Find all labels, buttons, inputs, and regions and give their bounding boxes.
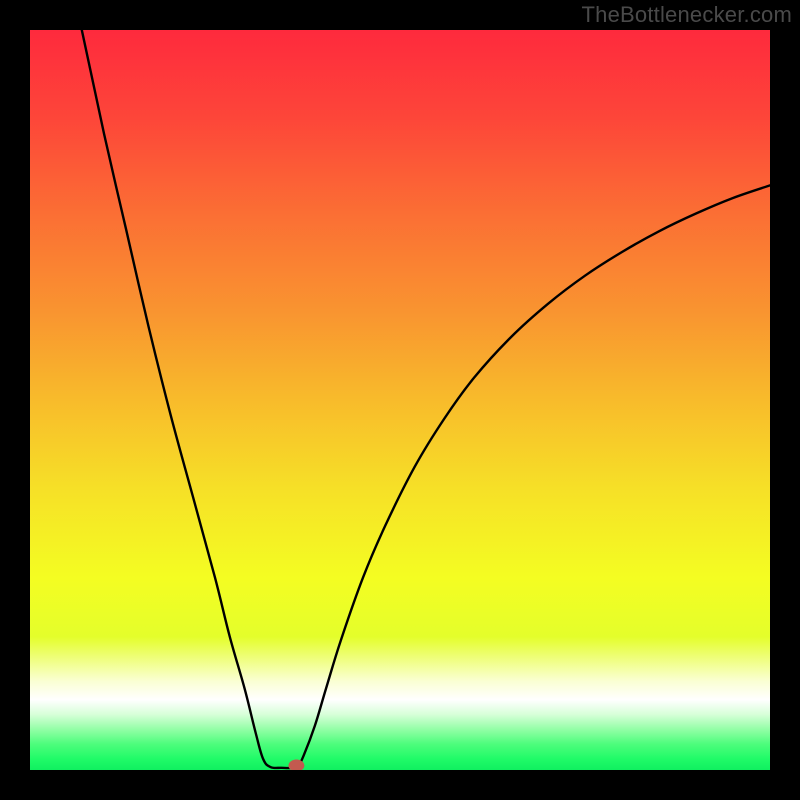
- watermark-text: TheBottlenecker.com: [582, 2, 792, 28]
- bottleneck-chart: TheBottlenecker.com: [0, 0, 800, 800]
- optimum-marker: [288, 760, 304, 772]
- plot-background: [30, 30, 770, 770]
- chart-svg: [0, 0, 800, 800]
